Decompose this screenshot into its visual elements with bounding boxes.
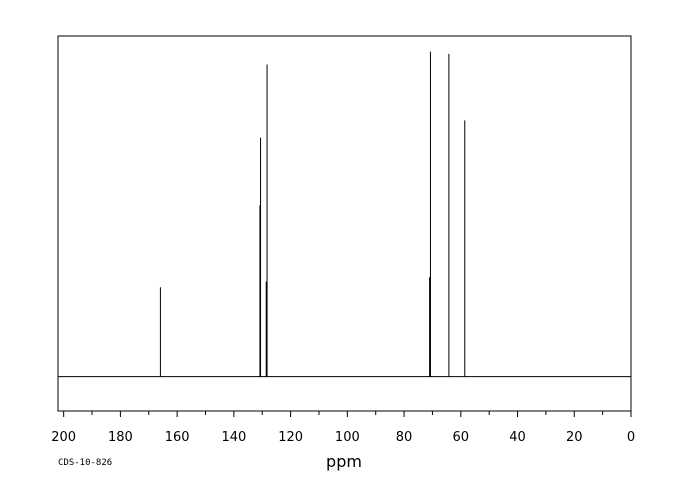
x-tick-label-120: 120 (278, 430, 303, 445)
x-tick-label-100: 100 (335, 430, 360, 445)
peak-group (159, 51, 466, 377)
x-axis-label: ppm (326, 452, 362, 471)
x-tick-label-200: 200 (51, 430, 76, 445)
x-axis-tick-labels: 200 180 160 140 120 100 80 60 40 20 0 (51, 430, 635, 445)
x-tick-label-20: 20 (566, 430, 583, 445)
x-axis-ticks (63, 411, 632, 417)
x-tick-label-140: 140 (221, 430, 246, 445)
x-tick-label-180: 180 (108, 430, 133, 445)
x-tick-label-160: 160 (165, 430, 190, 445)
x-tick-label-0: 0 (627, 430, 635, 445)
plot-frame (57, 35, 632, 412)
sample-code-label: CDS-10-826 (58, 458, 112, 468)
x-tick-label-60: 60 (453, 430, 470, 445)
x-tick-label-40: 40 (509, 430, 526, 445)
x-tick-label-80: 80 (396, 430, 413, 445)
